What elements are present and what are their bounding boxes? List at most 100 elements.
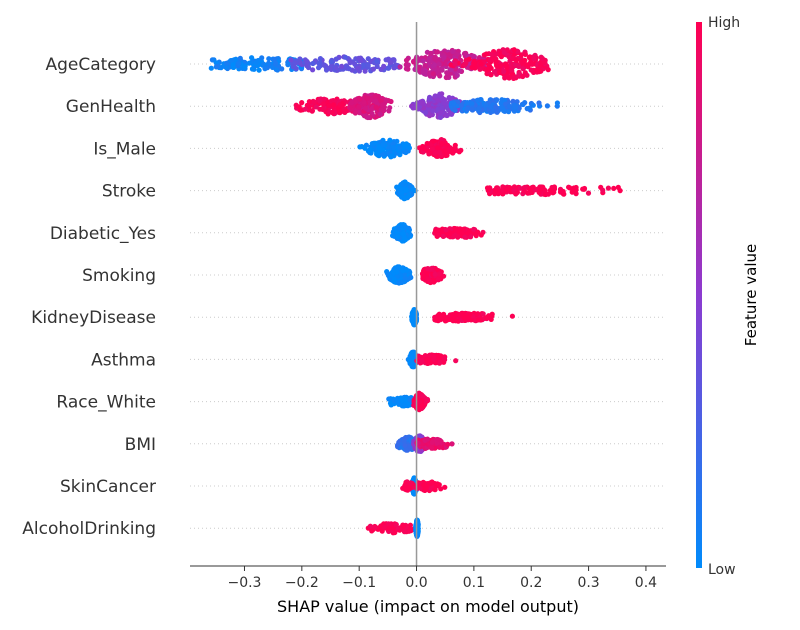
shap-point: [475, 317, 481, 323]
shap-point: [461, 226, 467, 232]
shap-point: [446, 147, 452, 153]
shap-point: [410, 105, 416, 111]
shap-point: [498, 63, 504, 69]
shap-point: [383, 97, 389, 103]
shap-point: [465, 314, 471, 320]
shap-point: [224, 60, 230, 66]
shap-point: [420, 58, 426, 64]
feature-label-KidneyDisease: KidneyDisease: [31, 308, 156, 328]
feature-points-AlcoholDrinking: [365, 517, 421, 540]
shap-point: [330, 102, 337, 108]
shap-point: [365, 95, 371, 101]
shap-point: [496, 69, 503, 75]
shap-point: [529, 61, 535, 67]
shap-point: [466, 56, 472, 62]
x-tick-label: 0.1: [463, 575, 485, 591]
shap-point: [511, 75, 517, 81]
shap-point: [516, 63, 522, 69]
shap-point: [511, 47, 517, 53]
shap-point: [388, 59, 394, 66]
shap-point: [407, 445, 414, 451]
shap-point: [403, 66, 409, 72]
shap-point: [499, 104, 505, 110]
x-axis-ticks: −0.3 −0.2 −0.1 0.0 0.1 0.2 0.3 0.4: [227, 566, 657, 591]
shap-point: [370, 66, 376, 72]
shap-point: [513, 191, 519, 197]
feature-label-SkinCancer: SkinCancer: [60, 477, 156, 497]
shap-point: [551, 189, 557, 195]
shap-point: [554, 100, 561, 106]
x-tick-label: 0.3: [577, 575, 599, 591]
shap-point: [539, 55, 546, 62]
shap-point: [522, 57, 528, 63]
shap-point: [437, 114, 444, 120]
shap-point: [316, 65, 322, 71]
shap-point: [373, 93, 379, 99]
shap-point: [246, 60, 252, 66]
shap-point: [451, 314, 457, 320]
shap-point: [395, 234, 401, 240]
shap-point: [480, 311, 486, 317]
colorbar-high-label: High: [708, 15, 740, 31]
shap-point: [441, 355, 447, 362]
shap-point: [365, 114, 371, 121]
shap-point: [320, 101, 326, 107]
shap-point: [536, 100, 542, 106]
shap-point: [357, 96, 363, 102]
shap-point: [430, 71, 436, 77]
shap-point: [432, 93, 438, 99]
colorbar-title: Feature value: [742, 244, 760, 346]
shap-point: [544, 103, 551, 109]
shap-point: [367, 147, 373, 153]
shap-point: [504, 64, 510, 71]
shap-point: [396, 226, 402, 232]
shap-point: [441, 100, 447, 106]
shap-point: [390, 525, 396, 531]
shap-point: [310, 60, 316, 67]
shap-point: [456, 149, 462, 155]
shap-point: [469, 106, 475, 112]
shap-point: [405, 484, 411, 490]
shap-point: [409, 363, 415, 370]
shap-point: [585, 190, 592, 196]
shap-point: [520, 66, 526, 72]
shap-point: [309, 108, 315, 114]
shap-point: [509, 313, 515, 319]
shap-point: [449, 441, 455, 447]
shap-point: [530, 102, 536, 108]
shap-point: [453, 318, 459, 324]
shap-point: [310, 67, 316, 73]
shap-point: [537, 62, 544, 68]
shap-point: [513, 57, 519, 64]
shap-point: [446, 231, 453, 237]
shap-point: [352, 61, 358, 67]
shap-point: [436, 61, 442, 67]
shap-point: [506, 103, 512, 109]
shap-point: [398, 185, 404, 191]
shap-point: [468, 234, 474, 240]
shap-point: [521, 188, 527, 194]
shap-point: [476, 105, 482, 112]
shap-point: [381, 63, 387, 69]
shap-point: [530, 184, 536, 190]
shap-point: [214, 63, 220, 70]
shap-point: [394, 398, 400, 404]
shap-point: [493, 187, 499, 194]
feature-points-BMI: [395, 433, 455, 454]
shap-point: [444, 74, 450, 80]
feature-points-AgeCategory: [208, 47, 551, 81]
colorbar-low-label: Low: [708, 562, 736, 578]
shap-point: [511, 108, 517, 114]
shap-point: [419, 358, 425, 364]
shap-point: [437, 73, 443, 79]
shap-point: [429, 146, 435, 152]
feature-label-AlcoholDrinking: AlcoholDrinking: [22, 519, 156, 539]
shap-point: [339, 103, 345, 109]
shap-point: [545, 67, 551, 73]
shap-point: [406, 193, 412, 199]
shap-point: [569, 189, 575, 195]
shap-point: [387, 105, 393, 111]
shap-point: [373, 104, 379, 110]
shap-point: [296, 104, 302, 110]
